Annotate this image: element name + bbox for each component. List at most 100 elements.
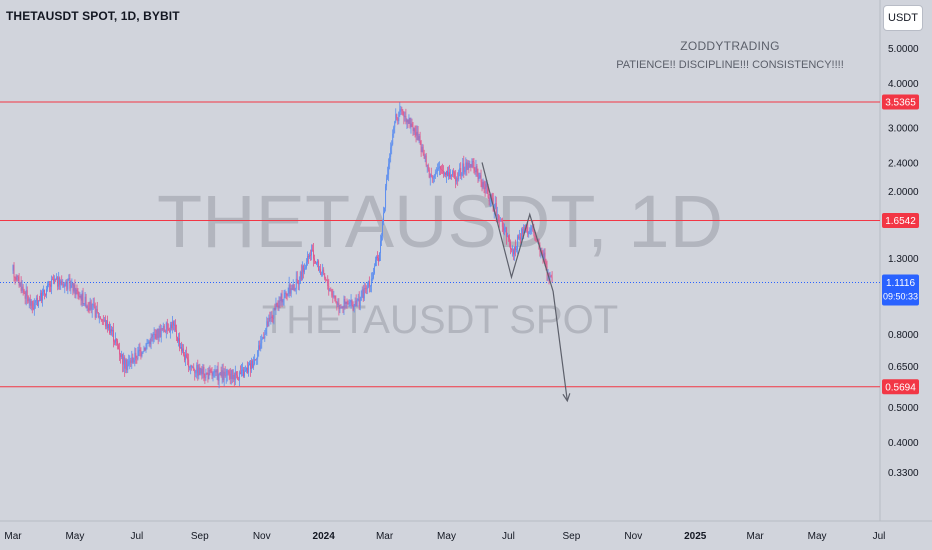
candle-body <box>381 235 382 242</box>
candle-body <box>346 301 348 304</box>
candle-body <box>350 300 352 303</box>
candle-body <box>510 241 511 249</box>
candle-body <box>209 369 211 371</box>
candle-body <box>88 308 90 311</box>
candle-body <box>216 369 218 373</box>
candle-body <box>535 234 537 241</box>
candle-body <box>367 281 369 288</box>
candle-body <box>433 175 435 178</box>
candle-body <box>227 370 229 372</box>
candle-body <box>223 371 225 381</box>
candle-body <box>302 265 304 273</box>
level-price-badge: 3.5365 <box>885 98 916 109</box>
candle-body <box>545 262 547 267</box>
candle-body <box>469 164 471 168</box>
candle-body <box>551 277 553 283</box>
candle-body <box>119 349 121 355</box>
candle-body <box>325 278 327 280</box>
candle-body <box>397 118 399 122</box>
candle-body <box>484 187 486 189</box>
x-tick-label: 2025 <box>684 531 707 542</box>
candle-body <box>113 329 114 342</box>
candle-body <box>313 250 314 259</box>
candle-body <box>24 292 26 299</box>
candle-body <box>384 207 386 214</box>
candle-body <box>257 351 259 359</box>
y-tick-label: 0.5000 <box>888 403 919 414</box>
candle-body <box>47 284 48 290</box>
x-tick-label: Mar <box>376 531 394 542</box>
candle-body <box>55 278 57 280</box>
candle-body <box>221 370 223 377</box>
candle-body <box>306 256 308 262</box>
candle-body <box>410 123 412 127</box>
candle-body <box>290 288 292 294</box>
candle-body <box>144 347 146 351</box>
candle-body <box>46 289 47 296</box>
x-axis: Mar May Jul Sep Nov 2024 Mar May Jul Sep Nov 2025 Ma… <box>4 531 885 542</box>
candle-body <box>158 328 160 338</box>
candle-body <box>464 170 466 173</box>
candle-body <box>473 161 475 171</box>
candle-body <box>400 109 402 111</box>
candle-body <box>500 220 502 222</box>
candle-body <box>305 261 307 268</box>
candle-body <box>129 360 131 362</box>
candle-body <box>180 346 181 348</box>
candle-body <box>56 277 58 280</box>
symbol-title[interactable]: THETAUSDT SPOT, 1D, BYBIT <box>6 9 180 23</box>
candle-body <box>426 164 428 166</box>
candle-body <box>436 168 438 172</box>
currency-button[interactable]: USDT <box>883 5 923 31</box>
candle-body <box>515 246 516 250</box>
candle-body <box>266 321 268 329</box>
candle-body <box>452 171 454 176</box>
candle-body <box>383 213 385 222</box>
candle-body <box>32 307 34 310</box>
candle-body <box>49 284 50 286</box>
candle-body <box>461 174 463 176</box>
candle-body <box>466 162 468 170</box>
candle-body <box>298 283 300 285</box>
candle-body <box>64 283 66 287</box>
watermark-main: THETAUSDT, 1D <box>157 180 723 263</box>
candle-body <box>178 338 179 342</box>
candle-body <box>321 274 323 275</box>
candle-body <box>441 170 443 172</box>
candle-body <box>30 301 32 306</box>
x-tick-label: Nov <box>624 531 642 542</box>
candle-body <box>255 359 257 361</box>
candle-body <box>356 299 358 307</box>
candle-body <box>231 369 233 380</box>
candle-body <box>427 164 429 170</box>
candle-body <box>41 291 43 301</box>
candle-body <box>406 119 408 123</box>
candle-body <box>184 354 186 360</box>
candle-body <box>478 177 480 180</box>
candle-body <box>315 260 316 264</box>
candle-body <box>270 316 272 318</box>
candle-body <box>276 303 278 306</box>
candle-body <box>244 371 245 377</box>
candle-body <box>108 324 110 333</box>
candle-body <box>265 328 267 334</box>
candle-body <box>345 301 347 304</box>
candle-body <box>485 183 487 189</box>
x-tick-label: Mar <box>4 531 22 542</box>
candle-body <box>35 297 37 301</box>
candle-body <box>228 371 230 374</box>
candle-body <box>259 345 261 350</box>
candle-body <box>62 284 64 286</box>
candle-body <box>341 306 343 309</box>
candle-body <box>443 171 444 174</box>
candle-body <box>524 227 526 231</box>
candle-body <box>430 174 432 177</box>
candle-body <box>423 153 425 159</box>
candle-body <box>533 227 535 234</box>
candle-body <box>17 276 19 277</box>
candle-body <box>543 252 545 260</box>
candle-body <box>128 361 130 365</box>
